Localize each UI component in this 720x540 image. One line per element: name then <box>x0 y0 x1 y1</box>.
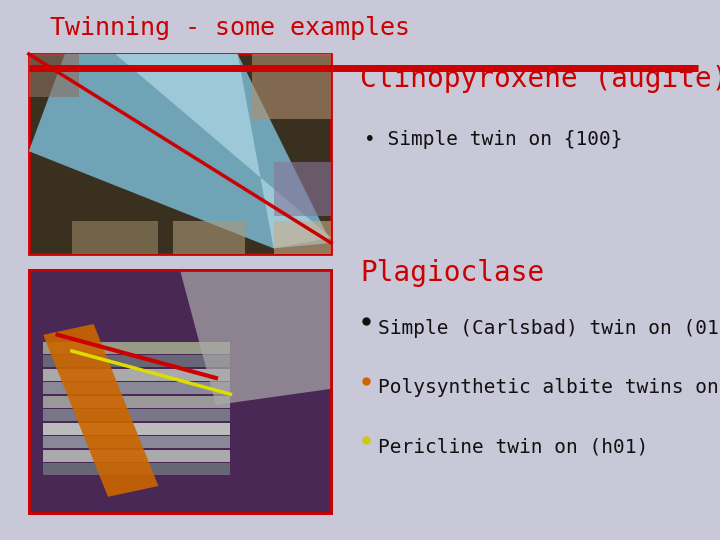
FancyBboxPatch shape <box>274 221 331 254</box>
FancyBboxPatch shape <box>274 162 331 216</box>
FancyBboxPatch shape <box>29 54 79 97</box>
Polygon shape <box>29 54 331 248</box>
Polygon shape <box>180 270 331 405</box>
FancyBboxPatch shape <box>43 382 230 394</box>
FancyBboxPatch shape <box>43 355 230 367</box>
FancyBboxPatch shape <box>43 423 230 435</box>
FancyBboxPatch shape <box>29 54 331 254</box>
FancyBboxPatch shape <box>43 396 230 408</box>
FancyBboxPatch shape <box>43 450 230 462</box>
Polygon shape <box>65 54 331 248</box>
Text: • Simple twin on {100}: • Simple twin on {100} <box>364 130 622 148</box>
Polygon shape <box>43 324 158 497</box>
Text: Polysynthetic albite twins on (010): Polysynthetic albite twins on (010) <box>378 378 720 397</box>
FancyBboxPatch shape <box>43 369 230 381</box>
Text: Pericline twin on (h01): Pericline twin on (h01) <box>378 437 648 456</box>
Text: Simple (Carlsbad) twin on (010): Simple (Carlsbad) twin on (010) <box>378 319 720 338</box>
FancyBboxPatch shape <box>43 342 230 354</box>
FancyBboxPatch shape <box>29 270 331 513</box>
FancyBboxPatch shape <box>29 270 331 513</box>
FancyBboxPatch shape <box>72 221 158 254</box>
Text: Clinopyroxene (augite): Clinopyroxene (augite) <box>360 65 720 93</box>
Text: Twinning - some examples: Twinning - some examples <box>50 16 410 40</box>
FancyBboxPatch shape <box>43 409 230 421</box>
FancyBboxPatch shape <box>43 463 230 475</box>
Text: Plagioclase: Plagioclase <box>360 259 544 287</box>
FancyBboxPatch shape <box>43 436 230 448</box>
FancyBboxPatch shape <box>252 54 331 119</box>
FancyBboxPatch shape <box>173 221 245 254</box>
